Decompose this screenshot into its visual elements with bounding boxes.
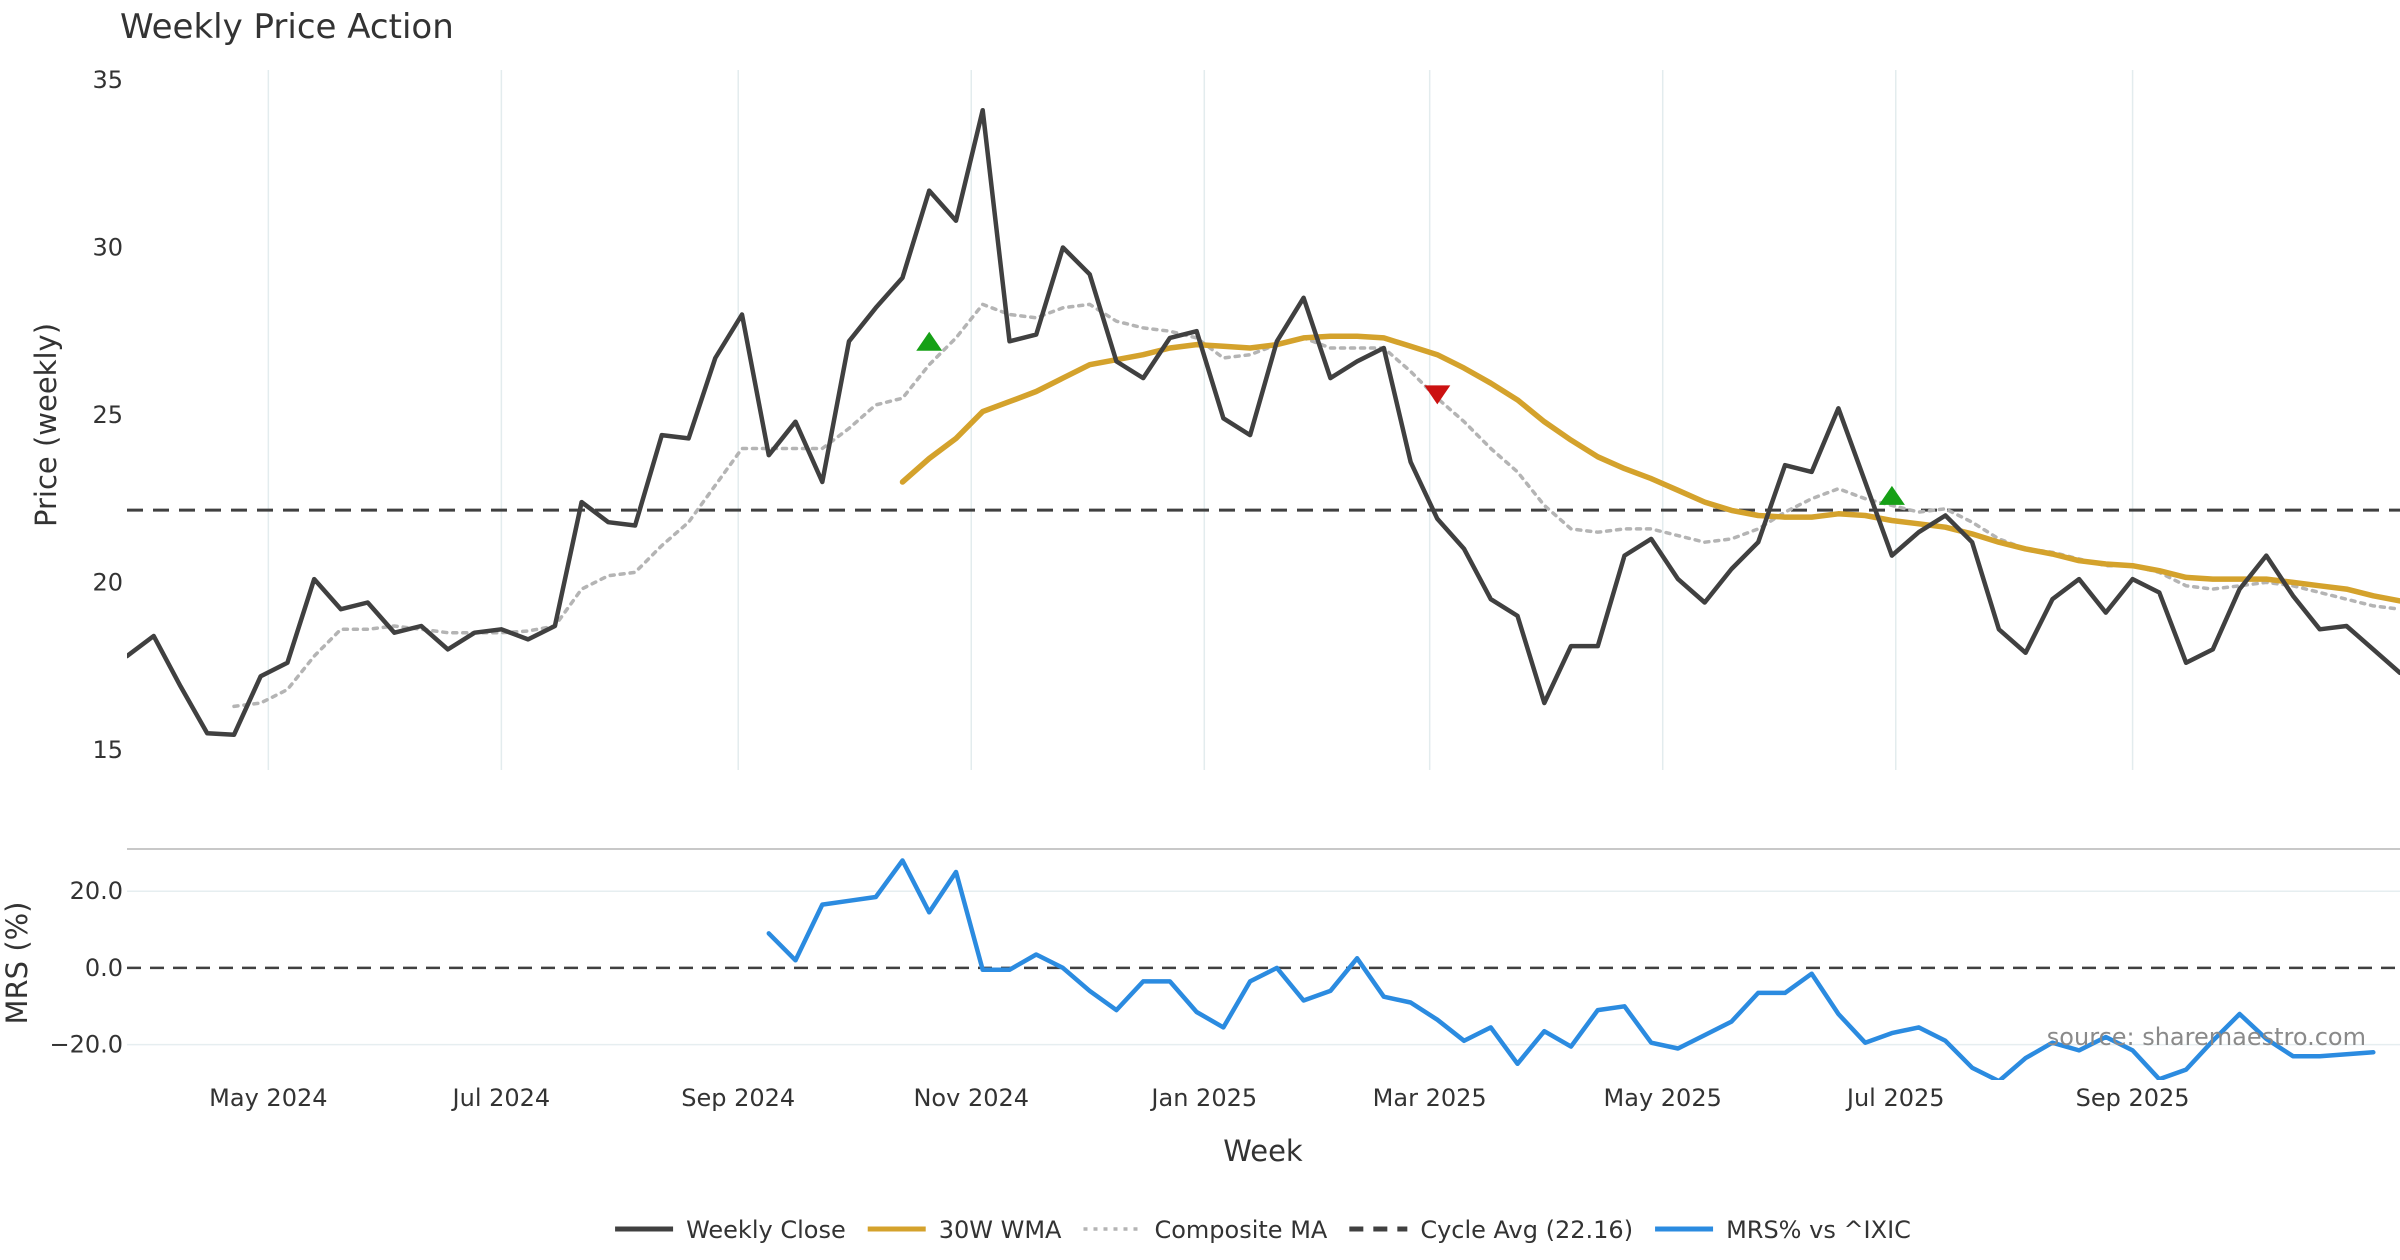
mrs-y-tick-label: −20.0 (49, 1031, 123, 1059)
x-tick-label: Sep 2024 (681, 1084, 795, 1112)
signal-markers (916, 331, 1905, 505)
legend-entry: Composite MA (1083, 1216, 1328, 1244)
price-y-ticks: 15 20 25 30 35 (92, 66, 123, 764)
price-y-tick-label: 30 (92, 234, 123, 262)
x-axis-title: Week (1223, 1134, 1303, 1168)
x-tick-label: Nov 2024 (913, 1084, 1029, 1112)
legend-label: MRS% vs ^IXIC (1726, 1216, 1911, 1244)
x-tick-label: May 2024 (209, 1084, 327, 1112)
price-y-tick-label: 20 (92, 568, 123, 596)
mrs-series-group (127, 858, 2400, 1080)
legend-label: Cycle Avg (22.16) (1420, 1216, 1633, 1244)
price-y-tick-label: 35 (92, 66, 123, 94)
mrs-line (766, 858, 2376, 1080)
legend-entry: Cycle Avg (22.16) (1349, 1216, 1633, 1244)
price-y-tick-label: 25 (92, 401, 123, 429)
x-tick-label: Mar 2025 (1373, 1084, 1487, 1112)
mrs-y-ticks: 20.0 0.0 −20.0 (49, 877, 123, 1058)
composite-ma-line (232, 302, 2400, 709)
buy-signal-marker (916, 331, 943, 351)
mrs-y-tick-label: 20.0 (70, 877, 123, 905)
weekly-close-line (127, 107, 2400, 738)
x-tick-label: May 2025 (1604, 1084, 1722, 1112)
legend-entry: MRS% vs ^IXIC (1655, 1216, 1911, 1244)
mrs-y-tick-label: 0.0 (85, 954, 123, 982)
price-gridlines (267, 70, 2134, 770)
mrs-gridlines (127, 890, 2400, 1046)
sell-signal-marker (1424, 385, 1451, 405)
x-tick-label: Jan 2025 (1149, 1084, 1257, 1112)
x-tick-label: Sep 2025 (2076, 1084, 2190, 1112)
legend: Weekly Close 30W WMA Composite MA Cycle Avg… (615, 1216, 1911, 1244)
price-series-group (127, 107, 2400, 738)
x-tick-label: Jul 2025 (1845, 1084, 1945, 1112)
legend-label: Weekly Close (686, 1216, 846, 1244)
wma-30w-line (899, 333, 2400, 604)
buy-signal-marker (1878, 485, 1905, 505)
x-axis-ticks: May 2024 Jul 2024 Sep 2024 Nov 2024 Jan 2025… (209, 1084, 2189, 1112)
price-axis-title: Price (weekly) (29, 323, 63, 527)
price-y-tick-label: 15 (92, 736, 123, 764)
source-note: source: sharemaestro.com (2047, 1023, 2366, 1051)
x-tick-label: Jul 2024 (451, 1084, 551, 1112)
legend-label: Composite MA (1154, 1216, 1327, 1244)
legend-entry: 30W WMA (867, 1216, 1062, 1244)
mrs-axis-title: MRS (%) (0, 902, 34, 1025)
legend-label: 30W WMA (939, 1216, 1062, 1244)
chart-title: Weekly Price Action (120, 7, 454, 47)
legend-entry: Weekly Close (615, 1216, 846, 1244)
